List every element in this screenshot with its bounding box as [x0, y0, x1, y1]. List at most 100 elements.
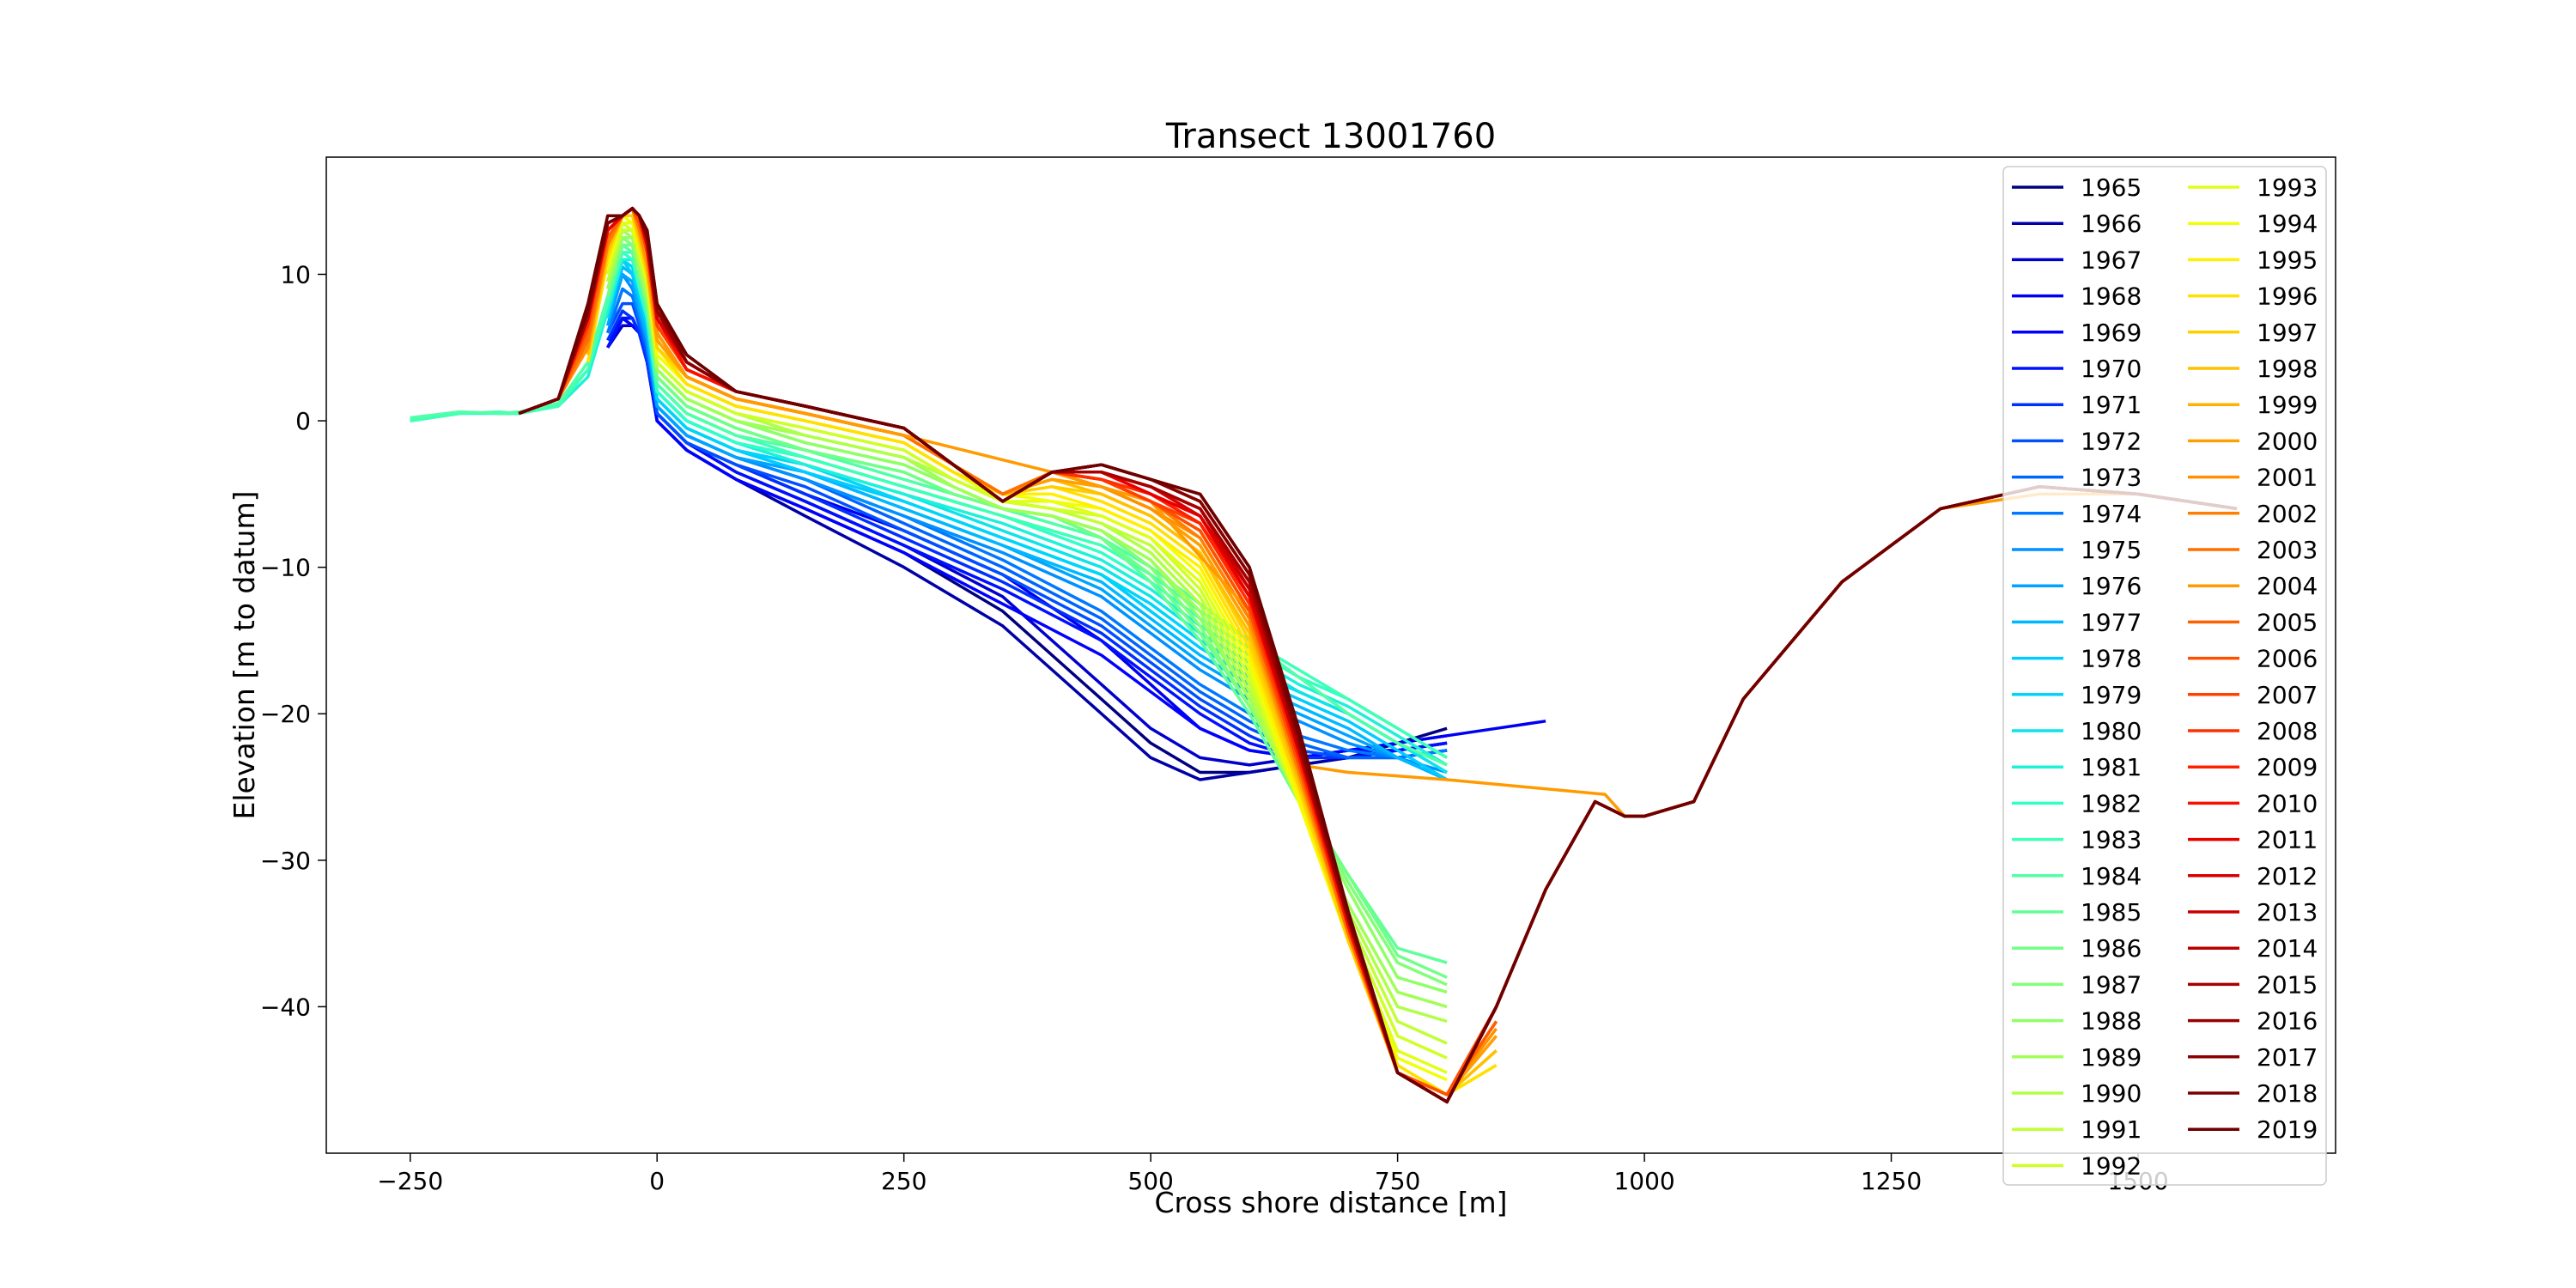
legend-label: 2005 — [2257, 608, 2318, 636]
legend-label: 2010 — [2257, 789, 2318, 817]
series-line-2015 — [518, 206, 1498, 1104]
x-tick-label: 1250 — [1861, 1167, 1922, 1195]
x-tick-label: 750 — [1375, 1167, 1420, 1195]
x-axis-title: Cross shore distance [m] — [1154, 1186, 1507, 1219]
series-line-1990 — [606, 228, 1448, 1024]
legend-label: 2001 — [2257, 464, 2318, 492]
legend-label: 1993 — [2257, 173, 2318, 202]
legend-label: 2003 — [2257, 536, 2318, 564]
legend-label: 2017 — [2257, 1043, 2318, 1072]
legend-label: 1996 — [2257, 283, 2318, 311]
legend-label: 1966 — [2081, 210, 2142, 238]
series-line-2003 — [518, 206, 1498, 1097]
y-axis: 10 0 −10 −20 −30 −40 — [260, 260, 326, 1021]
legend-label: 1969 — [2081, 319, 2142, 347]
y-tick-label: −30 — [260, 847, 311, 875]
legend-label: 1999 — [2257, 391, 2318, 419]
series-line-2007 — [518, 206, 1498, 1104]
legend-label: 2019 — [2257, 1115, 2318, 1144]
legend-label: 2006 — [2257, 645, 2318, 673]
series-line-2011 — [518, 206, 1498, 1104]
x-tick-label: 500 — [1127, 1167, 1173, 1195]
legend-label: 1981 — [2081, 753, 2142, 781]
plot-frame — [325, 156, 2336, 1154]
legend-label: 1980 — [2081, 717, 2142, 745]
legend: 1965 1966 1967 1968 1969 1970 1971 1972 1973 1974… — [2002, 166, 2327, 1186]
series-line-2013 — [518, 206, 1498, 1104]
series-line-1988 — [606, 236, 1448, 994]
legend-label: 1973 — [2081, 464, 2142, 492]
legend-label: 1978 — [2081, 645, 2142, 673]
legend-label: 1965 — [2081, 173, 2142, 202]
series-layer — [410, 206, 2238, 1104]
legend-label: 1974 — [2081, 500, 2142, 528]
legend-label: 1972 — [2081, 427, 2142, 455]
chart-title: Transect 13001760 — [1165, 117, 1496, 156]
y-axis-title: Elevation [m to datum] — [228, 491, 261, 820]
legend-box — [2002, 166, 2327, 1186]
legend-label: 2016 — [2257, 1007, 2318, 1036]
legend-label: 2012 — [2257, 862, 2318, 890]
legend-label: 2002 — [2257, 500, 2318, 528]
legend-label: 1998 — [2257, 355, 2318, 383]
series-line-2017 — [518, 206, 1498, 1104]
legend-label: 2007 — [2257, 681, 2318, 709]
legend-label: 1990 — [2081, 1079, 2142, 1108]
x-tick-label: 0 — [649, 1167, 665, 1195]
y-tick-label: −20 — [260, 700, 311, 728]
legend-label: 2013 — [2257, 898, 2318, 927]
legend-label: 2018 — [2257, 1079, 2318, 1108]
series-line-2001 — [518, 206, 1498, 1097]
series-line-2006 — [518, 206, 2238, 1097]
legend-label: 1976 — [2081, 572, 2142, 600]
series-line-1977 — [606, 265, 1448, 781]
legend-label: 1983 — [2081, 826, 2142, 854]
legend-label: 1985 — [2081, 898, 2142, 927]
legend-label: 2000 — [2257, 427, 2318, 455]
legend-label: 1984 — [2081, 862, 2142, 890]
legend-label: 1997 — [2257, 319, 2318, 347]
legend-label: 1989 — [2081, 1043, 2142, 1072]
y-tick-label: −40 — [260, 993, 311, 1021]
legend-label: 1970 — [2081, 355, 2142, 383]
series-line-1982 — [410, 251, 1448, 759]
legend-label: 1995 — [2257, 246, 2318, 274]
legend-label: 2011 — [2257, 826, 2318, 854]
legend-label: 1986 — [2081, 934, 2142, 963]
series-line-1971 — [606, 309, 1448, 760]
legend-label: 1982 — [2081, 789, 2142, 817]
legend-label: 2009 — [2257, 753, 2318, 781]
series-line-2019 — [518, 206, 2238, 1104]
legend-label: 2008 — [2257, 717, 2318, 745]
x-tick-label: −250 — [377, 1167, 443, 1195]
legend-label: 1979 — [2081, 681, 2142, 709]
series-line-2002 — [518, 206, 1498, 1097]
y-tick-label: 0 — [295, 407, 311, 435]
series-line-1976 — [606, 272, 1448, 781]
legend-label: 1988 — [2081, 1007, 2142, 1036]
series-line-1965 — [606, 316, 1448, 775]
legend-label: 1987 — [2081, 970, 2142, 999]
legend-label: 1991 — [2081, 1115, 2142, 1144]
series-line-1972 — [606, 301, 1448, 760]
legend-label: 1977 — [2081, 608, 2142, 636]
series-line-1992 — [606, 222, 1448, 1060]
legend-label: 1975 — [2081, 536, 2142, 564]
series-line-1983 — [410, 251, 1448, 759]
series-line-1987 — [606, 236, 1448, 987]
legend-label: 2015 — [2257, 970, 2318, 999]
legend-label: 1994 — [2257, 210, 2318, 238]
x-tick-label: 250 — [881, 1167, 927, 1195]
legend-label: 2004 — [2257, 572, 2318, 600]
legend-label: 2014 — [2257, 934, 2318, 963]
y-tick-label: −10 — [260, 554, 311, 582]
x-tick-label: 1000 — [1613, 1167, 1674, 1195]
legend-label: 1992 — [2081, 1151, 2142, 1180]
series-line-1991 — [606, 228, 1448, 1045]
y-tick-label: 10 — [280, 260, 311, 289]
legend-label: 1971 — [2081, 391, 2142, 419]
series-line-2005 — [518, 206, 1498, 1097]
legend-label: 1967 — [2081, 246, 2142, 274]
legend-label: 1968 — [2081, 283, 2142, 311]
